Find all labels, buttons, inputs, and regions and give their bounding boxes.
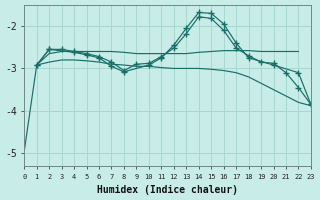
X-axis label: Humidex (Indice chaleur): Humidex (Indice chaleur) bbox=[97, 185, 238, 195]
